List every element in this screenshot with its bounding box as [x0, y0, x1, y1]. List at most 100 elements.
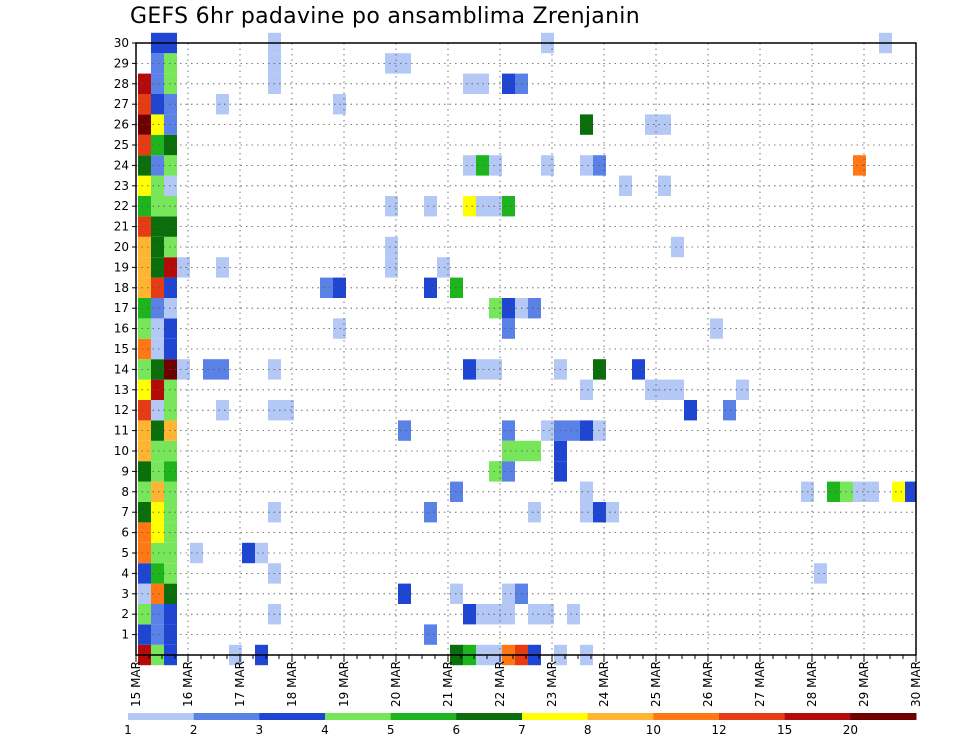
- y-tick-label: 2: [121, 607, 129, 621]
- heatmap-cell: [723, 400, 736, 421]
- heatmap-cell: [138, 624, 151, 645]
- heatmap-cell: [138, 379, 151, 400]
- x-tick-label: 27 MAR: [753, 661, 767, 707]
- colorbar-label: 8: [584, 723, 592, 737]
- heatmap-cell: [281, 400, 294, 421]
- y-tick-label: 5: [121, 546, 129, 560]
- heatmap-cell: [892, 481, 905, 502]
- heatmap-cell: [151, 420, 164, 441]
- heatmap-cell: [151, 196, 164, 217]
- x-tick-label: 28 MAR: [805, 661, 819, 707]
- colorbar-swatch: [259, 713, 326, 720]
- heatmap-cell: [528, 604, 541, 625]
- colorbar-label: 2: [190, 723, 198, 737]
- colorbar-label: 12: [711, 723, 726, 737]
- x-tick-label: 16 MAR: [181, 661, 195, 707]
- heatmap-cell: [151, 298, 164, 319]
- y-tick-label: 8: [121, 485, 129, 499]
- y-tick-label: 4: [121, 566, 129, 580]
- grid-lines: [136, 42, 916, 655]
- heatmap-cell: [632, 359, 645, 380]
- heatmap-cell: [255, 542, 268, 564]
- x-tick-label: 19 MAR: [337, 661, 351, 707]
- y-tick-label: 27: [114, 97, 129, 111]
- heatmap-cell: [151, 400, 164, 421]
- heatmap-cell: [138, 277, 151, 298]
- heatmap-cell: [463, 196, 476, 217]
- heatmap-cell: [580, 420, 593, 441]
- heatmap-cell: [489, 461, 502, 482]
- heatmap-cell: [541, 155, 554, 176]
- heatmap-cell: [138, 461, 151, 482]
- x-tick-label: 30 MAR: [909, 661, 923, 707]
- heatmap-cell: [138, 298, 151, 319]
- heatmap-cell: [866, 481, 879, 502]
- colorbar-label: 6: [453, 723, 461, 737]
- heatmap-cell: [138, 400, 151, 421]
- chart-title: GEFS 6hr padavine po ansamblima Zrenjani…: [130, 4, 640, 29]
- heatmap-cell: [398, 420, 411, 441]
- heatmap-cell: [138, 216, 151, 237]
- heatmap-cell: [853, 481, 866, 502]
- heatmap-cell: [216, 94, 229, 115]
- y-tick-label: 24: [114, 158, 129, 172]
- x-tick-label: 23 MAR: [545, 661, 559, 707]
- heatmap-cell: [203, 359, 216, 380]
- y-tick-label: 16: [114, 322, 129, 336]
- heatmap-cell: [151, 134, 164, 156]
- heatmap-cell: [151, 338, 164, 360]
- heatmap-cell: [385, 196, 398, 217]
- colorbar-label: 7: [518, 723, 526, 737]
- heatmap-cell: [489, 155, 502, 176]
- heatmap-cell: [424, 196, 437, 217]
- heatmap-cell: [853, 155, 866, 176]
- heatmap-cell: [151, 604, 164, 625]
- colorbar-swatch: [522, 713, 589, 720]
- heatmap-cell: [502, 298, 515, 319]
- heatmap-cell: [671, 236, 684, 258]
- heatmap-cell: [463, 359, 476, 380]
- heatmap-cell: [138, 94, 151, 115]
- heatmap-cell: [138, 481, 151, 502]
- heatmap-cell: [151, 73, 164, 94]
- heatmap-cell: [541, 604, 554, 625]
- heatmap-cell: [567, 420, 580, 441]
- heatmap-cell: [151, 216, 164, 237]
- heatmap-cell: [138, 563, 151, 584]
- colorbar-label: 1: [124, 723, 132, 737]
- heatmap-cell: [502, 420, 515, 441]
- heatmap-cell: [489, 604, 502, 625]
- heatmap-cell: [151, 481, 164, 502]
- colorbar-label: 10: [646, 723, 661, 737]
- heatmap-cell: [151, 53, 164, 74]
- heatmap-cell: [216, 400, 229, 421]
- heatmap-cell: [645, 379, 658, 400]
- heatmap-cell: [606, 502, 619, 523]
- heatmap-cell: [424, 502, 437, 523]
- heatmap-cell: [684, 400, 697, 421]
- y-tick-label: 18: [114, 281, 129, 295]
- colorbar-swatch: [653, 713, 720, 720]
- heatmap-cell: [463, 73, 476, 94]
- y-tick-label: 11: [114, 424, 129, 438]
- colorbar-swatch: [325, 713, 392, 720]
- heatmap-cell: [502, 583, 515, 604]
- heatmap-cell: [385, 53, 398, 74]
- x-tick-label: 29 MAR: [857, 661, 871, 707]
- heatmap-cell: [385, 257, 398, 278]
- heatmap-cell: [580, 155, 593, 176]
- colorbar-swatch: [456, 713, 523, 720]
- x-tick-label: 15 MAR: [129, 661, 143, 707]
- heatmap-cell: [138, 257, 151, 278]
- y-tick-label: 20: [114, 240, 129, 254]
- heatmap-cell: [502, 196, 515, 217]
- heatmap-cell: [398, 583, 411, 604]
- heatmap-cell: [216, 359, 229, 380]
- heatmap-cell: [580, 114, 593, 135]
- y-tick-label: 26: [114, 118, 129, 132]
- heatmap-cell: [151, 502, 164, 523]
- heatmap-cell: [502, 604, 515, 625]
- x-tick-label: 18 MAR: [285, 661, 299, 707]
- y-tick-label: 3: [121, 587, 129, 601]
- colorbar-label: 20: [843, 723, 858, 737]
